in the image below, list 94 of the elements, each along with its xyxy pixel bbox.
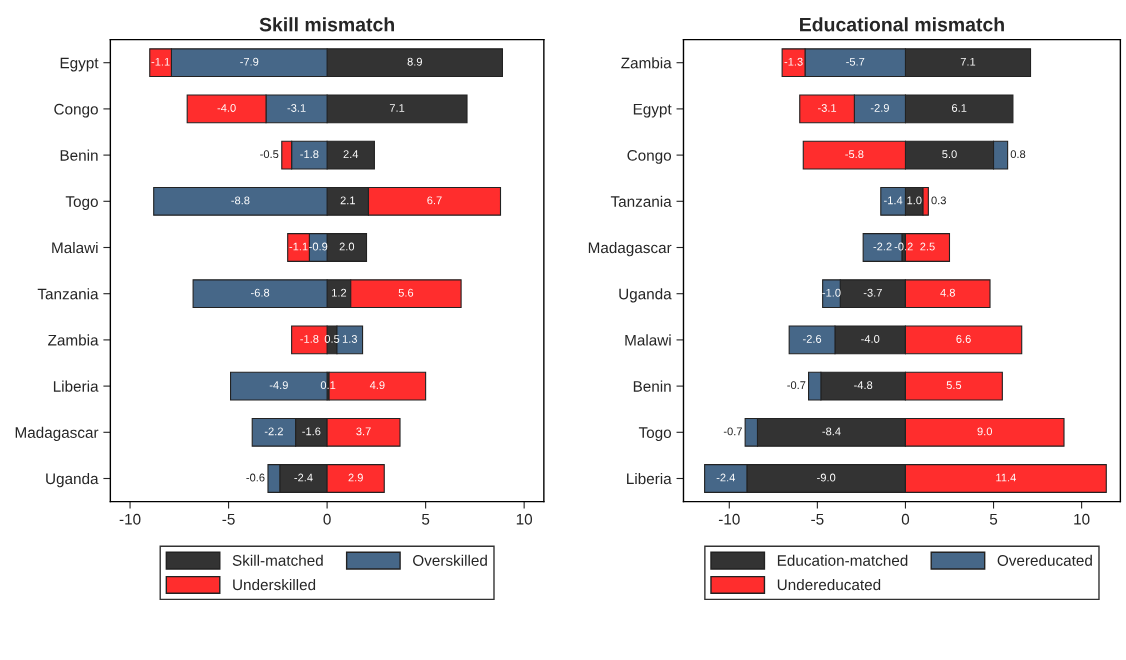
data-label: -6.8 [251,288,270,297]
data-label: -1.6 [302,427,321,436]
legend-label: Skill-matched [232,554,323,566]
chart-title: Educational mismatch [800,17,1004,32]
data-label: 2.5 [920,242,935,251]
data-label: -4.0 [861,335,880,343]
y-tick-label: Zambia [621,57,672,69]
data-label: -0.6 [246,473,265,482]
data-label: 1.3 [342,335,357,343]
data-label: -8.4 [822,427,841,436]
x-tick-label: -10 [718,513,740,525]
data-label: -3.1 [287,104,306,112]
data-label: -2.4 [294,473,313,482]
data-label: -2.2 [873,242,892,251]
data-label: 7.1 [960,57,976,66]
legend-label: Underskilled [233,578,316,591]
y-tick-label: Benin [633,380,671,392]
data-label: 6.7 [427,196,442,205]
data-label: -5.7 [846,57,865,66]
y-tick-label: Liberia [627,472,672,485]
data-label: 4.9 [369,381,385,390]
data-label: -5.8 [845,150,864,159]
y-tick-label: Uganda [619,288,672,303]
legend-label: Overeducated [997,554,1092,566]
data-label: 2.4 [343,150,359,158]
data-label: -9.0 [817,473,836,482]
y-tick-label: Egypt [60,57,99,72]
data-label: 9.0 [977,427,993,436]
data-label: -8.8 [231,196,250,205]
data-label: -2.9 [870,104,889,112]
x-tick-label: -5 [222,513,235,525]
data-label: 2.1 [340,196,355,205]
data-label: -7.9 [240,57,259,66]
data-label: -4.0 [217,104,236,112]
data-label: 5.0 [942,150,957,159]
data-label: 5.5 [946,381,962,390]
x-tick-label: 10 [1074,513,1090,525]
y-tick-label: Malawi [625,334,671,346]
x-tick-label: 0 [323,513,331,525]
data-label: 0.3 [931,196,946,205]
data-label: -1.4 [884,196,903,205]
data-label: -3.1 [817,104,837,112]
data-label: 8.9 [407,57,422,66]
y-tick-label: Zambia [48,334,99,346]
data-label: -1.8 [300,335,319,343]
data-label: 6.1 [952,104,967,112]
legend-label: Undereducated [777,578,881,591]
data-label: -4.9 [269,381,288,390]
data-label: 2.0 [339,242,355,251]
data-label: -4.8 [854,381,873,390]
data-label: 11.4 [996,473,1016,482]
x-tick-label: -10 [119,513,141,525]
data-label: 3.7 [356,427,371,436]
data-label: -1.1 [151,57,170,66]
y-tick-label: Egypt [633,103,672,118]
data-label: -0.7 [723,427,742,436]
y-tick-label: Togo [638,427,672,442]
data-label: 0.8 [1010,150,1026,159]
y-tick-label: Madagascar [15,426,99,442]
y-tick-label: Benin [60,149,98,161]
x-tick-label: 10 [516,513,533,525]
data-label: 1.0 [907,196,922,205]
data-label: -1.8 [300,150,319,159]
y-tick-label: Liberia [53,380,99,392]
data-label: 5.6 [398,288,414,297]
y-tick-label: Togo [65,196,98,211]
data-label: -1.3 [784,57,803,66]
x-tick-label: -5 [811,513,824,525]
data-label: -0.7 [787,381,806,390]
x-tick-label: 5 [421,513,430,525]
x-tick-label: 5 [989,513,998,525]
data-label: -1.0 [822,288,841,297]
chart-title: Skill mismatch [259,17,394,32]
y-tick-label: Congo [627,149,672,164]
data-label: -2.2 [264,427,283,436]
data-label: -2.6 [803,335,822,343]
data-label: -0.5 [260,150,279,159]
legend-label: Education-matched [777,554,908,566]
data-label: -2.4 [716,473,736,482]
data-label: -3.7 [863,288,882,297]
y-tick-label: Tanzania [37,288,99,300]
data-label: -1.1 [289,242,308,251]
legend-label: Overskilled [413,554,487,566]
y-tick-label: Congo [54,103,98,118]
data-label: 2.9 [348,473,363,482]
y-tick-label: Madagascar [588,241,672,257]
y-tick-label: Malawi [52,241,98,254]
y-tick-label: Uganda [46,472,99,488]
data-label: 1.2 [332,288,347,297]
data-label: 7.1 [389,104,405,112]
x-tick-label: 0 [901,513,910,525]
data-label: 4.8 [940,288,955,297]
data-label: 6.6 [956,335,971,343]
y-tick-label: Tanzania [610,195,672,207]
